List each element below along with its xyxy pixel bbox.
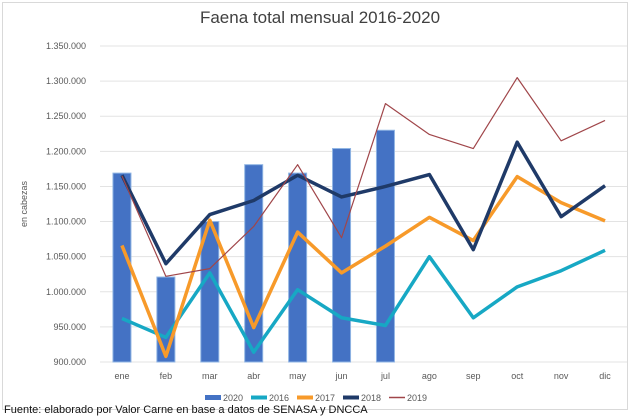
x-tick-label: dic (599, 371, 611, 381)
x-tick-label: may (289, 371, 307, 381)
chart-title: Faena total mensual 2016-2020 (199, 8, 441, 27)
x-tick-label: ago (422, 371, 437, 381)
y-tick-label: 1.250.000 (46, 111, 86, 121)
x-tick-label: feb (160, 371, 173, 381)
x-tick-label: mar (202, 371, 218, 381)
legend-label-2017: 2017 (315, 393, 335, 403)
y-tick-label: 1.350.000 (46, 41, 86, 51)
y-tick-label: 1.200.000 (46, 146, 86, 156)
x-tick-label: oct (511, 371, 524, 381)
x-tick-label: jul (380, 371, 390, 381)
line-series-2017 (120, 174, 606, 359)
bar-2020-jun (332, 148, 352, 363)
bar-2020-may (288, 172, 308, 363)
y-tick-label: 1.000.000 (46, 287, 86, 297)
x-tick-label: nov (554, 371, 569, 381)
x-tick-label: sep (466, 371, 481, 381)
x-tick-label: jun (335, 371, 348, 381)
bar-2020-ene (112, 172, 132, 363)
y-tick-label: 900.000 (53, 357, 86, 367)
chart-frame (2, 2, 628, 410)
line-series-2018 (120, 140, 607, 266)
y-tick-label: 1.100.000 (46, 217, 86, 227)
source-note: Fuente: elaborado por Valor Carne en bas… (4, 404, 368, 416)
x-tick-label: ene (114, 371, 129, 381)
legend-swatch-2020 (205, 395, 221, 400)
line-series-2019 (121, 76, 606, 277)
x-tick-label: abr (247, 371, 260, 381)
y-tick-label: 1.050.000 (46, 252, 86, 262)
legend-label-2020: 2020 (223, 393, 243, 403)
y-tick-label: 950.000 (53, 322, 86, 332)
legend-label-2018: 2018 (361, 393, 381, 403)
y-axis-label: en cabezas (19, 180, 29, 227)
legend-label-2019: 2019 (407, 393, 427, 403)
bar-2020-abr (244, 164, 264, 363)
y-tick-label: 1.300.000 (46, 76, 86, 86)
y-tick-label: 1.150.000 (46, 181, 86, 191)
line-series-2016 (121, 248, 606, 354)
bar-2020-feb (156, 276, 176, 363)
legend-label-2016: 2016 (269, 393, 289, 403)
